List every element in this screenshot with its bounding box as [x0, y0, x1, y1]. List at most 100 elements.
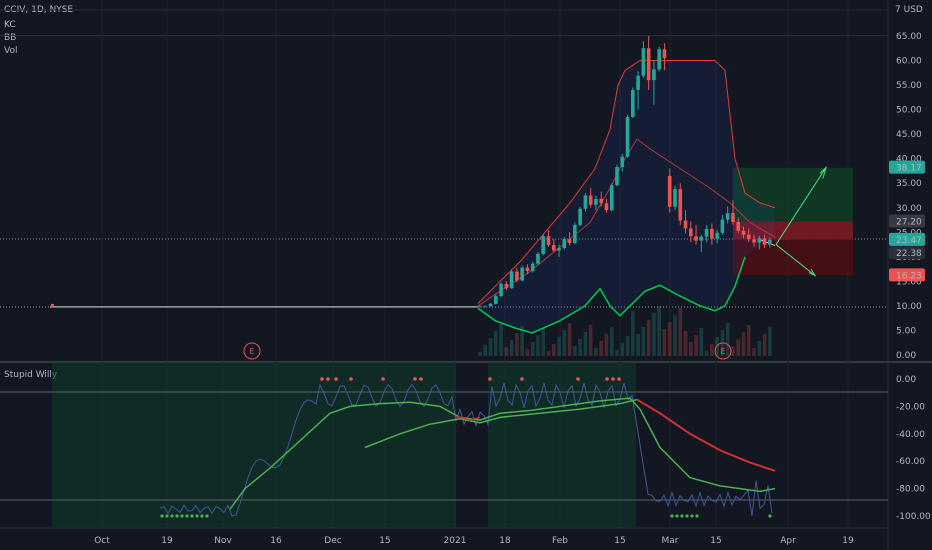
candle-body [683, 220, 688, 229]
price-label-box [889, 246, 925, 260]
candle-body [662, 49, 667, 59]
volume-bar [488, 338, 493, 356]
lower-y-tick-label: -80.00 [896, 485, 925, 495]
volume-bar [588, 325, 593, 356]
lower-y-tick-label: -20.00 [896, 402, 925, 412]
overbought-dot [326, 377, 330, 381]
candle-body [641, 48, 646, 76]
candle-body [652, 69, 656, 81]
y-tick-label: 35.00 [896, 179, 922, 189]
willy-long-line [364, 398, 638, 449]
volume-bar [757, 341, 762, 356]
volume-bar [673, 315, 677, 356]
volume-bar [573, 346, 577, 356]
bb-lower-line [477, 256, 746, 334]
earnings-marker [714, 342, 732, 360]
candle-body [483, 306, 488, 308]
y-tick-label: 45.00 [896, 130, 922, 140]
volume-bar [604, 334, 609, 356]
candle-body [546, 236, 551, 246]
volume-bar [504, 347, 509, 356]
candle-body [731, 213, 735, 223]
candle-body [646, 48, 651, 81]
volume-bar [536, 335, 540, 356]
oversold-dot [190, 514, 194, 518]
candle-body [741, 230, 746, 235]
willy-red-segment [454, 415, 481, 421]
volume-bar [541, 328, 546, 356]
volume-bar [599, 341, 604, 356]
price-label-box [889, 160, 925, 174]
willy-red-line [636, 398, 776, 472]
candle-body [631, 89, 635, 117]
candle-body [536, 253, 540, 264]
candle-body [625, 116, 630, 157]
indicator-kc[interactable]: KC [4, 20, 16, 30]
x-tick-label: 19 [161, 536, 173, 546]
candle-body [746, 234, 751, 240]
up-arrow [775, 167, 827, 245]
lower-pane-title[interactable]: Stupid Willy [4, 370, 58, 380]
volume-bar [515, 333, 519, 356]
currency-label[interactable]: 7 USD [895, 5, 923, 15]
candle-body [494, 296, 498, 304]
lower-y-tick-label: 0.00 [896, 375, 916, 385]
candle-body [768, 239, 772, 245]
earnings-marker [243, 342, 261, 360]
candle-body [504, 283, 509, 289]
candle-body [673, 189, 677, 207]
down-arrow [775, 244, 816, 276]
volume-bar [478, 352, 482, 356]
overbought-dot [488, 377, 492, 381]
volume-bar [689, 342, 693, 356]
earnings-marker-label: E [249, 347, 254, 356]
candle-body [567, 239, 572, 244]
candle-body [736, 222, 741, 231]
candle-body [562, 239, 567, 249]
target-zone [733, 167, 853, 222]
indicator-bb[interactable]: BB [4, 33, 17, 43]
x-tick-label: Feb [552, 536, 568, 546]
volume-bar [562, 330, 567, 356]
candle-body [715, 232, 719, 239]
indicator-vol[interactable]: Vol [4, 46, 18, 56]
candle-body [515, 271, 519, 281]
y-tick-label: 40.00 [896, 155, 922, 165]
first-candle [51, 303, 54, 307]
candle-body [657, 49, 661, 70]
oversold-dot [670, 514, 674, 518]
up-arrow-head [819, 165, 827, 179]
volume-bar [725, 323, 730, 356]
x-tick-label: Mar [662, 536, 679, 546]
candle-body [499, 283, 503, 297]
x-tick-label: Apr [780, 536, 796, 546]
y-tick-label: 65.00 [896, 32, 922, 42]
kc-upper-line [477, 60, 776, 304]
volume-bar [731, 346, 735, 356]
stop-zone-upper [733, 221, 853, 240]
candle-body [762, 238, 767, 245]
lower-zone-2 [488, 362, 636, 528]
volume-bar [609, 327, 614, 356]
oversold-dot [195, 514, 199, 518]
candle-body [678, 189, 683, 221]
oversold-dot [768, 514, 772, 518]
oversold-dot [170, 514, 174, 518]
pattern-line [759, 239, 776, 247]
volume-bar [652, 313, 656, 356]
oversold-dot [205, 514, 209, 518]
volume-bar [736, 339, 741, 356]
oversold-dot [690, 514, 694, 518]
overbought-dot [611, 377, 615, 381]
overbought-dot [605, 377, 609, 381]
oversold-dot [180, 514, 184, 518]
volume-bar [683, 331, 688, 356]
oversold-dot [160, 514, 164, 518]
volume-bar [762, 334, 767, 356]
candle-body [689, 228, 693, 237]
oversold-dot [695, 514, 699, 518]
candle-body [594, 198, 598, 205]
x-tick-label: 15 [614, 536, 625, 546]
